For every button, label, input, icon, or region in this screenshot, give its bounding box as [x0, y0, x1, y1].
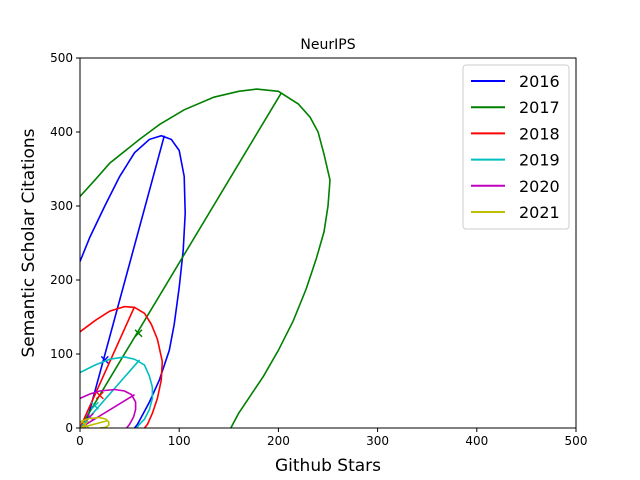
legend-label: 2017	[519, 98, 560, 117]
x-tick-label: 100	[168, 434, 191, 448]
center-marker-2017	[134, 329, 143, 338]
x-tick-label: 300	[366, 434, 389, 448]
x-axis-label: Github Stars	[275, 456, 381, 476]
legend-box	[462, 64, 570, 230]
x-tick-label: 400	[465, 434, 488, 448]
legend-item-2016: 2016	[471, 72, 560, 91]
y-axis: 0 100 200 300 400 500	[50, 51, 80, 435]
center-marker-2021	[80, 420, 89, 428]
series-2020	[80, 388, 137, 428]
y-tick-label: 300	[50, 199, 73, 213]
plot-layer	[80, 88, 331, 428]
series-2018	[80, 305, 164, 428]
legend-item-2018: 2018	[471, 124, 560, 143]
legend-item-2019: 2019	[471, 151, 560, 170]
y-tick-label: 100	[50, 347, 73, 361]
y-tick-label: 0	[65, 421, 73, 435]
legend-item-2020: 2020	[471, 177, 560, 196]
axis-line-2020	[80, 394, 135, 428]
plot-frame	[79, 57, 577, 429]
legend-label: 2016	[519, 72, 560, 91]
y-tick-label: 400	[50, 125, 73, 139]
axis-line-2016	[84, 135, 166, 428]
axis-line-2017	[80, 92, 283, 428]
x-tick-label: 0	[76, 434, 84, 448]
axis-line-2021	[80, 419, 108, 428]
y-tick-label: 500	[50, 51, 73, 65]
legend-label: 2020	[519, 177, 560, 196]
center-marker-2019	[90, 401, 99, 410]
ellipse-2020	[80, 388, 137, 428]
y-tick-label: 200	[50, 273, 73, 287]
axis-line-2018	[80, 306, 136, 428]
series-2017	[80, 88, 331, 428]
x-tick-label: 500	[565, 434, 588, 448]
ellipse-2016	[80, 134, 187, 428]
legend-label: 2018	[519, 124, 560, 143]
ellipse-2019	[80, 356, 154, 428]
legend: 2016 2017 2018 2019 2020 2021	[462, 64, 570, 230]
legend-label: 2021	[519, 203, 560, 222]
legend-item-2017: 2017	[471, 98, 560, 117]
legend-label: 2019	[519, 151, 560, 170]
x-axis: 0 100 200 300 400 500	[76, 428, 587, 448]
y-axis-label: Semantic Scholar Citations	[19, 128, 39, 357]
center-marker-2018	[95, 391, 104, 400]
legend-item-2021: 2021	[471, 203, 560, 222]
chart-title: NeurIPS	[300, 37, 355, 53]
ellipse-2017	[80, 88, 331, 428]
ellipse-2021	[80, 416, 110, 428]
series-2021	[80, 416, 110, 428]
x-tick-label: 200	[267, 434, 290, 448]
ellipse-2018	[80, 305, 164, 428]
